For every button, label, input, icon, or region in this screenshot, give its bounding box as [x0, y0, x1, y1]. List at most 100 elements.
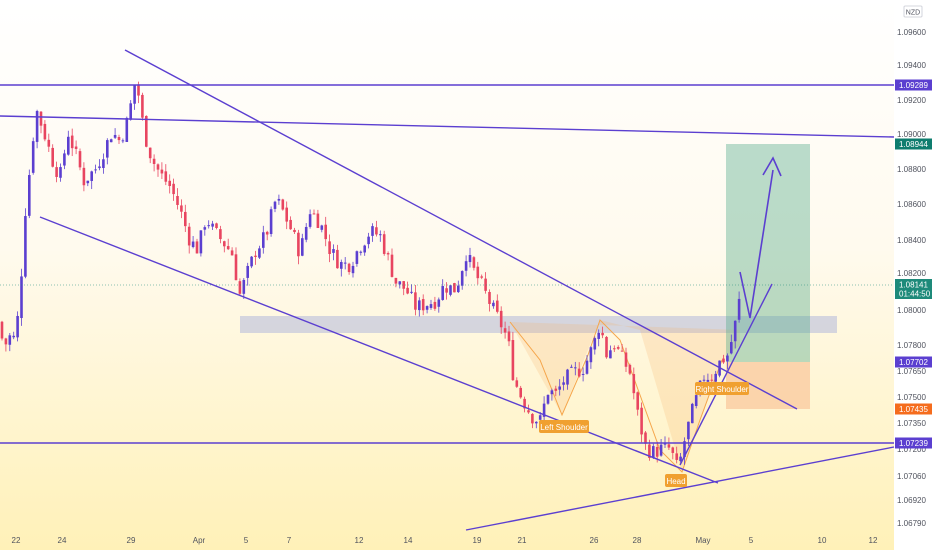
candle-body	[145, 115, 148, 147]
candle-body	[554, 388, 558, 391]
candle-body	[574, 367, 577, 369]
price-tick-label: 1.09200	[897, 96, 926, 105]
inverse-head-shoulders-outline	[509, 319, 723, 473]
candle-body	[63, 153, 66, 166]
time-tick-label: 5	[244, 536, 249, 545]
currency-badge[interactable]: NZD	[903, 5, 923, 18]
candle-body	[328, 241, 331, 255]
time-tick-label: 12	[869, 536, 878, 545]
candle-body	[238, 281, 242, 294]
time-axis[interactable]: 22 24 29 Apr 5 7 12 14 19 21 26 28 May 5 10 12	[12, 536, 878, 545]
candle-body	[414, 292, 417, 310]
channel-upper-line	[124, 49, 798, 410]
time-tick-label: 10	[818, 536, 827, 545]
candle-body	[184, 211, 187, 227]
projection-path	[739, 169, 774, 319]
candle-body	[98, 166, 101, 169]
candle-body	[558, 386, 561, 390]
candle-body	[624, 352, 628, 367]
time-tick-label: 14	[404, 536, 413, 545]
svg-text:Left Shoulder: Left Shoulder	[540, 423, 588, 432]
time-tick-label: 12	[355, 536, 364, 545]
candle-body	[152, 158, 156, 164]
candle-body	[601, 332, 604, 336]
candle-body	[386, 253, 390, 255]
price-tick-label: 1.08600	[897, 200, 926, 209]
candle-body	[628, 364, 632, 374]
candle-body	[363, 245, 366, 253]
candle-body	[117, 136, 121, 141]
candle-body	[499, 310, 503, 328]
candle-body	[425, 306, 429, 310]
price-badges: 1.092891.089441.0814101:44:501.077021.07…	[895, 79, 932, 449]
candle-body	[484, 278, 487, 291]
candle-body	[0, 321, 4, 339]
candle-body	[421, 299, 425, 311]
candle-body	[246, 265, 249, 278]
candle-body	[667, 444, 671, 448]
price-tick-label: 1.09000	[897, 130, 926, 139]
candle-body	[4, 338, 8, 345]
price-badge	[895, 403, 932, 415]
candle-body	[199, 230, 203, 254]
price-badge-value: 1.08141	[899, 281, 928, 290]
candle-body	[394, 277, 398, 284]
candle-body	[441, 286, 444, 300]
candle-body	[687, 421, 690, 440]
candle-body	[281, 199, 285, 210]
time-tick-label: 22	[12, 536, 21, 545]
candle-body	[359, 251, 363, 253]
candle-body	[172, 183, 175, 195]
price-tick-label: 1.07200	[897, 445, 926, 454]
price-tick-label: 1.09400	[897, 61, 926, 70]
candle-body	[293, 229, 296, 233]
candle-body	[375, 227, 378, 235]
price-tick-label: 1.06920	[897, 496, 926, 505]
candle-body	[187, 226, 191, 246]
price-tick-label: 1.07800	[897, 341, 926, 350]
candle-body	[82, 167, 86, 186]
candle-body	[234, 254, 238, 281]
price-axis-background	[894, 0, 932, 550]
candle-body	[141, 94, 144, 118]
candle-body	[148, 147, 152, 159]
candle-body	[20, 276, 23, 319]
candle-body	[301, 238, 304, 256]
candle-body	[51, 147, 54, 167]
candle-body	[433, 301, 437, 309]
time-tick-label: 28	[633, 536, 642, 545]
candle-body	[476, 266, 480, 279]
candle-body	[410, 291, 413, 293]
candle-body	[429, 304, 433, 308]
candle-body	[640, 407, 643, 435]
candle-body	[710, 379, 714, 381]
candle-body	[24, 216, 27, 277]
candle-body	[156, 164, 160, 170]
candle-body	[332, 249, 335, 253]
time-tick-label: 29	[127, 536, 136, 545]
candle-body	[195, 241, 199, 254]
candle-body	[351, 265, 355, 274]
price-badge	[895, 437, 932, 449]
candle-body	[265, 231, 269, 235]
candle-body	[714, 373, 717, 382]
price-tick-label: 1.08000	[897, 306, 926, 315]
candle-body	[390, 254, 394, 277]
time-tick-label: 24	[58, 536, 67, 545]
candle-body	[472, 257, 476, 268]
candle-body	[597, 332, 600, 339]
candle-body	[16, 315, 19, 338]
candle-body	[207, 225, 210, 227]
candle-body	[644, 432, 647, 444]
candle-body	[55, 167, 58, 177]
time-tick-label: May	[695, 536, 710, 545]
candle-body	[39, 111, 43, 126]
candle-body	[492, 302, 495, 307]
candle-body	[258, 248, 261, 258]
candle-body	[538, 415, 542, 420]
candle-body	[691, 403, 694, 424]
candle-body	[542, 403, 546, 417]
price-axis[interactable]: 1.09600 1.09400 1.09200 1.09000 1.08800 1.086…	[897, 28, 926, 528]
price-badge-value: 1.07239	[899, 439, 928, 448]
